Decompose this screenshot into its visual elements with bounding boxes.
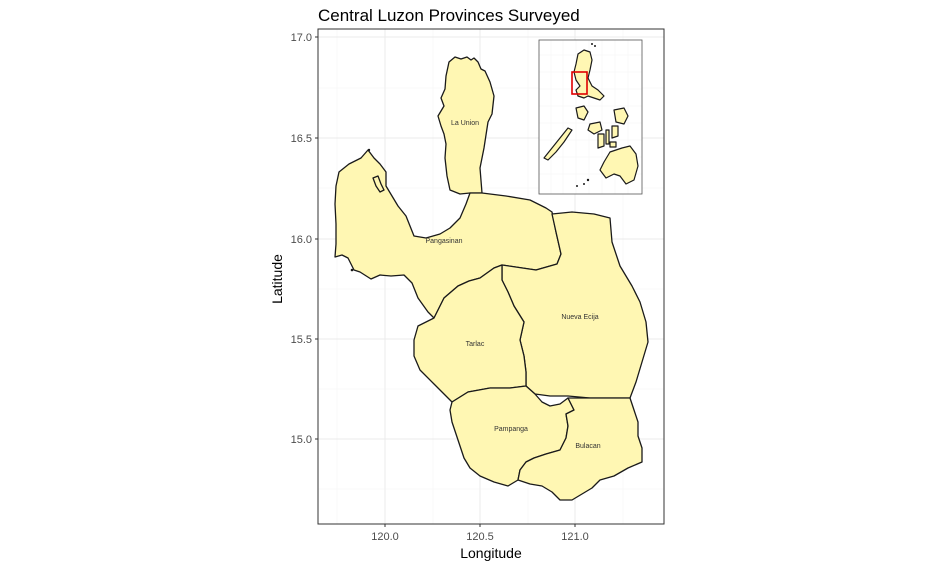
label-pampanga: Pampanga (494, 426, 528, 433)
inset-islet (594, 45, 596, 47)
province-tarlac[interactable] (413, 264, 527, 403)
inset-border (538, 39, 643, 195)
label-nueva-ecija: Nueva Ecija (561, 314, 598, 321)
province-la-union[interactable] (437, 56, 495, 195)
y-tick-label: 16.5 (291, 133, 312, 145)
inset-palawan (543, 127, 573, 161)
y-tick-label: 16.0 (291, 234, 312, 246)
label-tarlac: Tarlac (466, 341, 485, 348)
inset-islet (576, 185, 578, 187)
x-tick-label: 120.5 (466, 531, 494, 543)
inset-islet (583, 183, 585, 185)
province-labels: La Union Pangasinan Nueva Ecija Tarlac P… (426, 120, 601, 450)
inset-mindoro (575, 105, 589, 121)
inset-highlight-box (571, 71, 588, 95)
label-pangasinan: Pangasinan (426, 238, 463, 245)
label-la-union: La Union (451, 120, 479, 127)
inset-islet (586, 178, 590, 182)
inset-cebu (605, 129, 610, 145)
inset-samar (613, 107, 629, 125)
label-bulacan: Bulacan (575, 443, 600, 450)
inset-leyte (611, 125, 619, 139)
x-axis: 120.0 120.5 121.0 Longitude (371, 524, 589, 561)
inset-panay (587, 121, 603, 135)
inset-islet (591, 43, 593, 45)
inset-locator-map (538, 39, 643, 195)
inset-bohol (609, 141, 617, 148)
y-tick-label: 15.0 (291, 434, 312, 446)
islet (367, 148, 371, 152)
islet (350, 268, 354, 272)
inset-luzon (573, 49, 605, 101)
x-tick-label: 121.0 (561, 531, 589, 543)
map-title: Central Luzon Provinces Surveyed (318, 6, 580, 25)
provinces (334, 56, 649, 501)
x-tick-label: 120.0 (371, 531, 399, 543)
inset-mindanao (599, 145, 639, 185)
inset-philippines (543, 43, 639, 187)
y-tick-label: 17.0 (291, 32, 312, 44)
panel-border (317, 28, 665, 525)
y-tick-label: 15.5 (291, 334, 312, 346)
y-axis: 15.0 15.5 16.0 16.5 17.0 Latitude (269, 32, 318, 446)
x-axis-title: Longitude (460, 545, 522, 561)
inset-negros (597, 133, 605, 149)
y-axis-title: Latitude (269, 254, 285, 304)
islet-hundred-islands (372, 175, 385, 193)
province-bulacan[interactable] (517, 397, 643, 501)
